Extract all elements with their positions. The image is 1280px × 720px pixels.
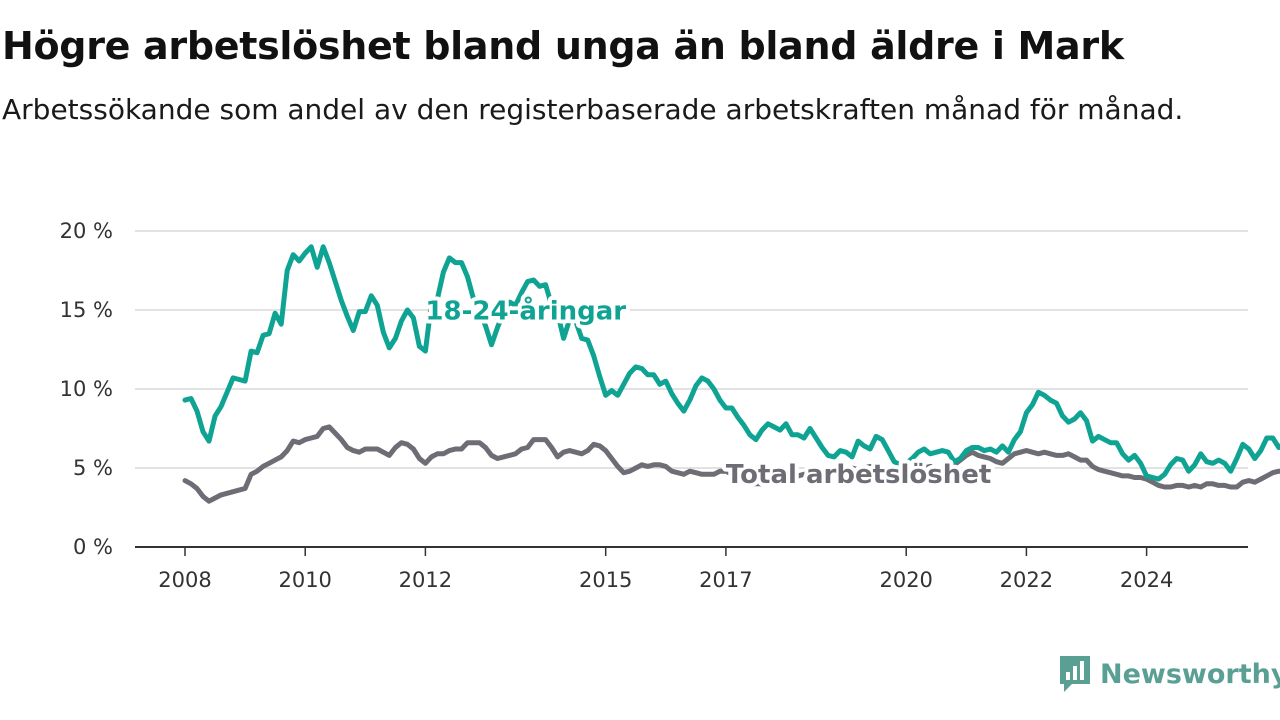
series-label-total-halo: Total arbetslöshet [726,460,991,490]
y-tick-label: 20 % [60,219,113,243]
y-tick-label: 0 % [73,535,113,559]
chart-title: Högre arbetslöshet bland unga än bland ä… [2,24,1124,68]
gridlines [135,230,1248,469]
series-line-total [182,424,1280,504]
x-tick-label: 2008 [158,568,211,592]
series-line-youth [182,244,1280,482]
x-tick-label: 2017 [699,568,752,592]
x-tick-label: 2022 [1000,568,1053,592]
x-tick-label: 2010 [278,568,331,592]
y-axis-ticks: 0 % 5 % 10 % 15 % 20 % [60,219,113,559]
x-axis: 2008 2010 2012 2015 2017 2020 2022 2024 [135,546,1248,592]
chart-subtitle: Arbetssökande som andel av den registerb… [2,93,1184,126]
y-tick-label: 15 % [60,298,113,322]
series-label-youth-halo: 18-24-åringar [425,294,626,326]
newsworthy-logo: Newsworthy [1058,654,1280,694]
series-label-total: Total arbetslöshet [726,460,991,490]
x-tick-label: 2020 [879,568,932,592]
logo-text: Newsworthy [1100,658,1280,690]
x-tick-label: 2012 [399,568,452,592]
series-lines [182,244,1280,504]
x-tick-label: 2024 [1120,568,1173,592]
y-tick-label: 5 % [73,456,113,480]
x-tick-label: 2015 [579,568,632,592]
series-label-youth: 18-24-åringar [425,294,626,326]
newsworthy-logo-icon [1060,656,1090,692]
y-tick-label: 10 % [60,377,113,401]
